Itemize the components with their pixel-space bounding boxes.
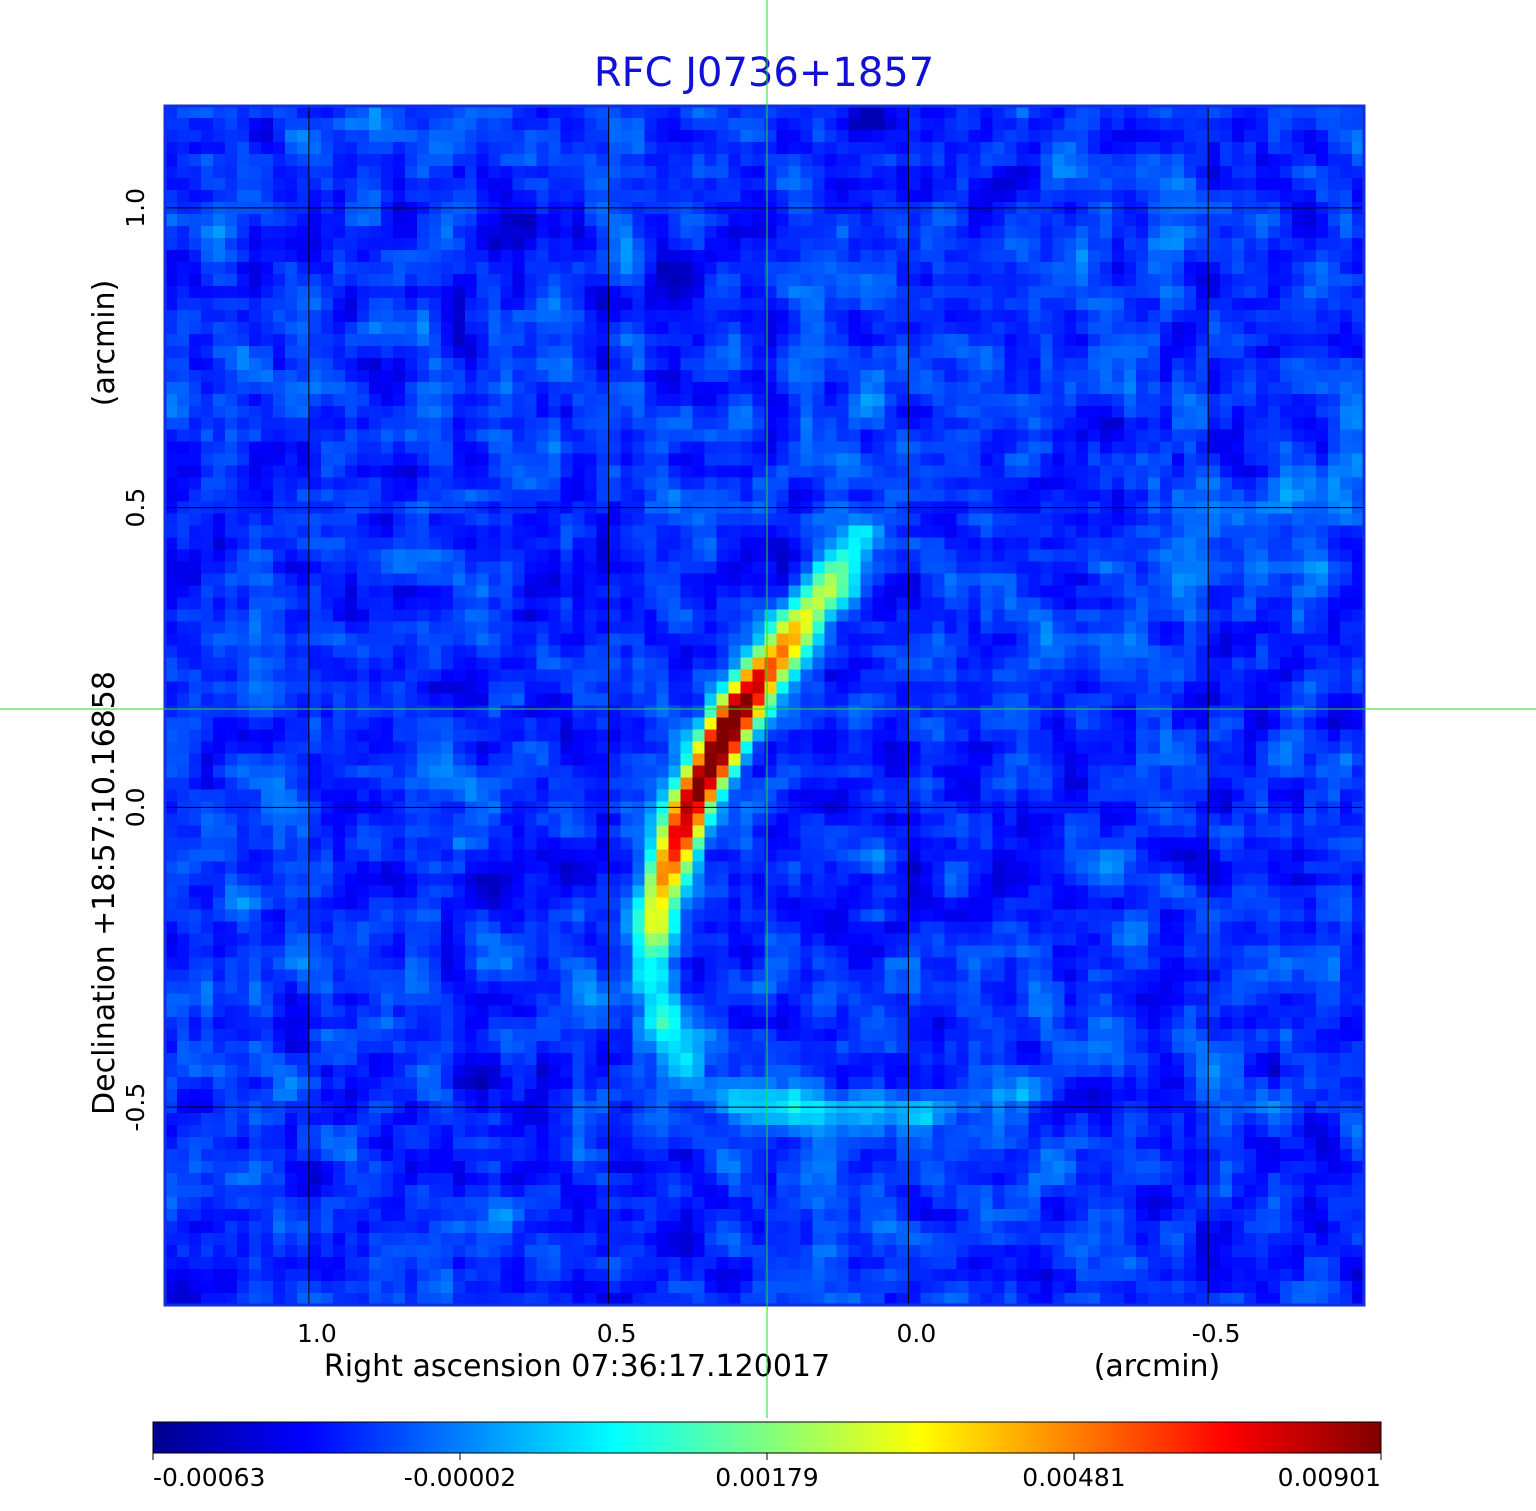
- colorbar-tick-label: 0.00179: [715, 1463, 818, 1492]
- y-axis-ticks: -0.5 0.0 0.5 1.0: [121, 188, 150, 1132]
- colorbar-ticks: -0.00063 -0.00002 0.00179 0.00481 0.00901: [152, 1453, 1382, 1492]
- x-tick-label: 0.5: [597, 1319, 637, 1348]
- x-tick-label: 0.0: [896, 1319, 936, 1348]
- y-tick-label: 1.0: [121, 188, 150, 228]
- crosshair: [0, 0, 1536, 1418]
- x-tick-label: 1.0: [297, 1319, 337, 1348]
- y-tick-label: 0.5: [121, 488, 150, 528]
- y-tick-label: -0.5: [121, 1083, 150, 1132]
- y-tick-label: 0.0: [121, 788, 150, 828]
- y-axis-unit: (arcmin): [87, 280, 122, 407]
- colorbar-tick-label: -0.00002: [404, 1463, 516, 1492]
- plot-frame: [163, 104, 1366, 1307]
- x-tick-label: -0.5: [1192, 1319, 1241, 1348]
- grid: [165, 106, 1364, 1305]
- x-axis-label: Right ascension 07:36:17.120017: [324, 1349, 830, 1384]
- colorbar-tick-label: 0.00901: [1278, 1463, 1381, 1492]
- heatmap-image: [165, 106, 1365, 1306]
- x-axis-unit: (arcmin): [1094, 1349, 1221, 1384]
- colorbar-tick-label: -0.00063: [153, 1463, 265, 1492]
- x-axis-ticks: 1.0 0.5 0.0 -0.5: [297, 1319, 1241, 1348]
- chart-title: RFC J0736+1857: [594, 50, 934, 96]
- colorbar-tick-label: 0.00481: [1022, 1463, 1125, 1492]
- colorbar: [152, 1421, 1382, 1454]
- y-axis-label: Declination +18:57:10.16858: [87, 671, 122, 1115]
